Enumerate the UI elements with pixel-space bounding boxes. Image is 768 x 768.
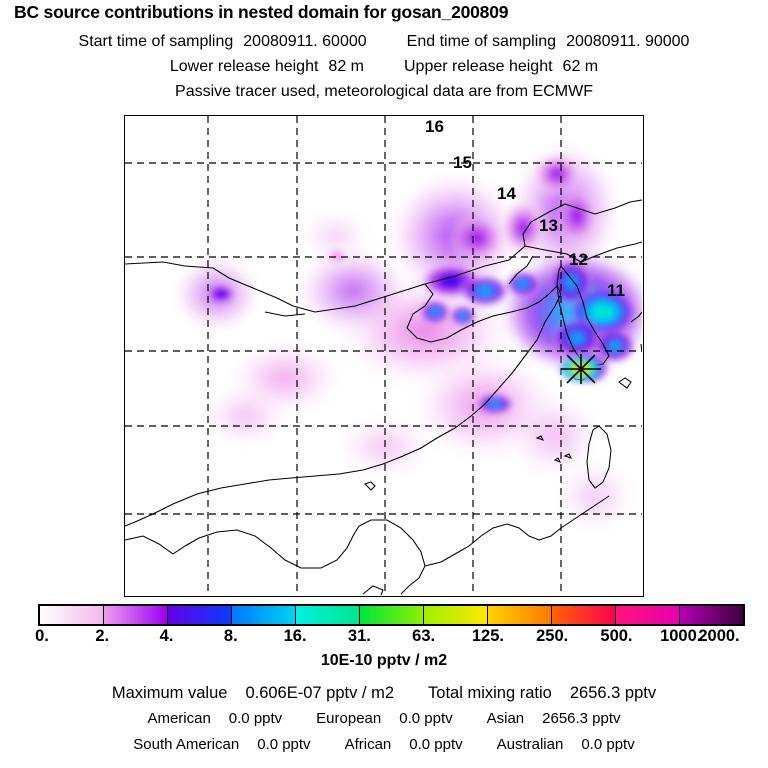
star-marker xyxy=(561,354,601,384)
colorbar-segment-10 xyxy=(680,606,743,624)
trajectory-label-16: 16 xyxy=(425,117,444,136)
summary-row-maximum: Maximum value 0.606E-07 pptv / m2 Total mi… xyxy=(0,684,768,703)
colorbar-tick-0: 0. xyxy=(35,627,49,645)
region-value-american: 0.0 pptv xyxy=(228,710,283,727)
upper-height-value: 62 m xyxy=(562,58,599,75)
colorbar-units-label: 10E-10 pptv / m2 xyxy=(320,652,448,669)
page-title: BC source contributions in nested domain… xyxy=(14,2,509,22)
region-value-asian: 2656.3 pptv xyxy=(542,710,621,727)
region-value-european: 0.0 pptv xyxy=(399,710,453,727)
trajectory-label-13: 13 xyxy=(539,216,558,235)
colorbar-tick-16: 16. xyxy=(283,627,307,645)
region-value-african: 0.0 pptv xyxy=(409,736,463,753)
plume-core-layer xyxy=(205,152,637,415)
end-time-label: End time of sampling xyxy=(406,33,557,50)
colorbar-tick-63: 63. xyxy=(412,627,436,645)
region-label-european: European xyxy=(316,710,382,727)
maximum-value-label: Maximum value xyxy=(111,684,228,702)
concentration-map xyxy=(125,116,642,595)
upper-height-label: Upper release height xyxy=(404,58,553,75)
colorbar-segment-2 xyxy=(168,606,232,624)
colorbar-segment-4 xyxy=(296,606,360,624)
colorbar-segment-8 xyxy=(552,606,616,624)
colorbar-tick-4: 4. xyxy=(159,627,174,645)
colorbar-segment-0 xyxy=(40,606,104,624)
region-value-australian: 0.0 pptv xyxy=(581,736,635,753)
trajectory-label-15: 15 xyxy=(453,153,472,172)
colorbar-segment-6 xyxy=(424,606,488,624)
map-panel[interactable]: 16 15 14 13 12 11 xyxy=(124,115,644,597)
trajectory-label-11: 11 xyxy=(607,281,625,300)
gridline-layer xyxy=(125,116,642,595)
tracer-note: Passive tracer used, meteorological data… xyxy=(175,83,593,100)
maximum-value: 0.606E-07 pptv / m2 xyxy=(245,684,395,702)
release-point-group[interactable] xyxy=(559,354,603,384)
region-value-south-american: 0.0 pptv xyxy=(257,736,311,753)
colorbar-tick-1000: 1000. xyxy=(660,627,702,645)
summary-row-regions-2: South American 0.0 pptv African 0.0 pptv Aus… xyxy=(0,736,768,753)
colorbar-tick-500: 500. xyxy=(600,627,633,645)
sampling-time-line: Start time of sampling 20080911. 60000 End… xyxy=(0,33,768,51)
colorbar-tick-2000: 2000. xyxy=(698,627,740,645)
lower-height-value: 82 m xyxy=(328,58,364,75)
summary-row-regions-1: American 0.0 pptv European 0.0 pptv Asian 265… xyxy=(0,710,768,727)
lower-height-label: Lower release height xyxy=(169,58,319,75)
colorbar-tick-8: 8. xyxy=(223,627,238,645)
colorbar-tick-125: 125. xyxy=(471,627,504,645)
trajectory-label-12: 12 xyxy=(569,250,588,269)
colorbar-tick-250: 250. xyxy=(536,627,569,645)
colorbar-tick-31: 31. xyxy=(347,627,371,645)
trajectory-label-14: 14 xyxy=(497,184,516,203)
colorbar-segment-3 xyxy=(232,606,296,624)
colorbar-gradient-strip xyxy=(38,604,745,626)
colorbar: 0. 2. 4. 8. 16. 31. 63. 125. 250. 500. 1000. 2000. xyxy=(35,604,745,645)
total-mixing-ratio-label: Total mixing ratio xyxy=(428,684,552,702)
release-height-line: Lower release height 82 m Upper release he… xyxy=(0,58,768,76)
start-time-value: 20080911. 60000 xyxy=(243,33,367,50)
region-label-asian: Asian xyxy=(486,710,525,727)
region-label-south-american: South American xyxy=(133,736,240,753)
start-time-label: Start time of sampling xyxy=(78,33,234,50)
colorbar-tick-2: 2. xyxy=(95,627,110,645)
coastline-layer xyxy=(125,199,642,595)
colorbar-segment-7 xyxy=(488,606,552,624)
colorbar-segment-9 xyxy=(616,606,680,624)
region-label-american: American xyxy=(147,710,211,727)
colorbar-segment-1 xyxy=(104,606,168,624)
colorbar-segment-5 xyxy=(360,606,424,624)
region-label-african: African xyxy=(344,736,392,753)
region-label-australian: Australian xyxy=(496,736,564,753)
end-time-value: 20080911. 90000 xyxy=(566,33,690,50)
colorbar-tick-labels: 0. 2. 4. 8. 16. 31. 63. 125. 250. 500. 1000. 2000. xyxy=(35,627,745,649)
total-mixing-ratio-value: 2656.3 pptv xyxy=(569,684,657,702)
